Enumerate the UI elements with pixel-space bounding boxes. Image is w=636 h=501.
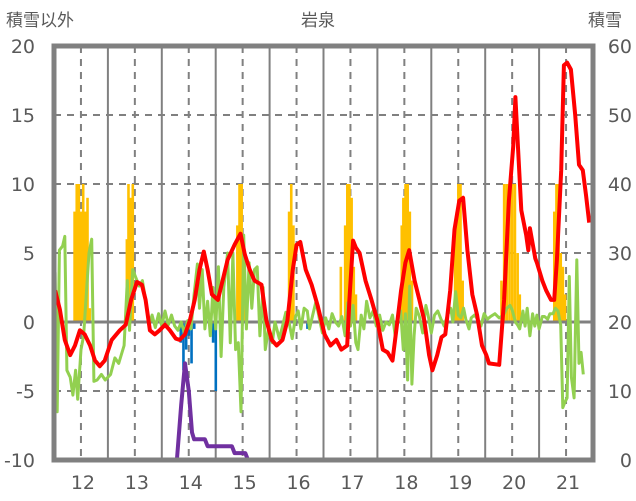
orange-bar — [561, 266, 565, 322]
orange-bar — [127, 184, 130, 322]
orange-bar — [289, 184, 293, 322]
orange-bar — [510, 184, 514, 322]
plot-border — [51, 43, 596, 463]
right-axis-label: 積雪 — [588, 11, 622, 31]
orange-bar — [75, 184, 79, 322]
left-tick-label: 5 — [23, 243, 35, 265]
orange-bar — [81, 184, 85, 322]
orange-bar — [236, 225, 239, 322]
chart-title: 岩泉 — [301, 11, 335, 31]
orange-bar — [77, 184, 81, 322]
orange-bar — [287, 211, 291, 322]
left-tick-label: 10 — [11, 174, 35, 196]
right-tick-label: 10 — [608, 381, 632, 403]
blue-bar — [211, 322, 215, 343]
orange-bar — [552, 211, 556, 322]
orange-bar — [502, 184, 506, 322]
x-tick-label: 16 — [286, 472, 310, 494]
orange-bar — [352, 266, 356, 322]
orange-bar — [518, 294, 522, 322]
orange-bar — [508, 184, 511, 322]
orange-bar — [343, 225, 347, 322]
blue-bar — [306, 322, 309, 329]
blue-bar — [179, 322, 183, 343]
purple-line — [54, 361, 593, 462]
x-tick-label: 19 — [448, 472, 472, 494]
x-tick-label: 13 — [125, 472, 149, 494]
orange-bar — [455, 211, 459, 322]
orange-bar — [457, 184, 460, 322]
orange-bar — [410, 280, 414, 322]
orange-bar — [73, 211, 76, 322]
left-tick-label: -5 — [16, 381, 35, 403]
right-tick-label: 40 — [608, 174, 632, 196]
orange-bar — [402, 197, 405, 322]
right-tick-label: 60 — [608, 36, 632, 58]
red-line — [53, 60, 592, 373]
right-tick-label: 0 — [620, 450, 632, 472]
blue-bar — [214, 322, 218, 391]
orange-bar — [354, 294, 358, 322]
orange-bar — [131, 184, 135, 322]
blue-bar — [190, 322, 193, 364]
orange-bar — [79, 211, 83, 322]
x-tick-label: 21 — [556, 472, 580, 494]
x-tick-label: 20 — [502, 472, 526, 494]
orange-bar — [238, 184, 241, 322]
right-tick-label: 30 — [608, 243, 632, 265]
left-tick-label: 0 — [23, 312, 35, 334]
orange-bar — [339, 266, 343, 322]
orange-bar — [240, 184, 243, 322]
orange-bar — [516, 253, 519, 322]
x-tick-label: 14 — [179, 472, 203, 494]
left-tick-label: 15 — [11, 105, 35, 127]
right-tick-label: 20 — [608, 312, 632, 334]
blue-bar — [182, 322, 185, 371]
left-tick-label: -10 — [4, 450, 35, 472]
x-tick-label: 12 — [71, 472, 95, 494]
orange-bar — [408, 211, 412, 322]
orange-bar — [513, 184, 517, 322]
orange-bar — [563, 294, 567, 322]
x-tick-label: 18 — [394, 472, 418, 494]
right-tick-label: 50 — [608, 105, 632, 127]
orange-bar — [404, 184, 407, 322]
orange-bar — [559, 253, 563, 322]
orange-bar — [453, 239, 457, 322]
x-tick-label: 15 — [233, 472, 257, 494]
blue-bar — [192, 322, 196, 329]
left-axis-label: 積雪以外 — [6, 11, 74, 31]
orange-bar — [459, 184, 462, 322]
left-tick-label: 20 — [11, 36, 35, 58]
x-tick-label: 17 — [340, 472, 364, 494]
orange-bar — [88, 308, 91, 322]
orange-bar — [461, 280, 464, 322]
orange-bar — [500, 280, 503, 322]
orange-bar — [348, 184, 351, 322]
orange-bar — [346, 184, 349, 322]
orange-bar — [84, 211, 87, 322]
orange-bar — [129, 197, 132, 322]
